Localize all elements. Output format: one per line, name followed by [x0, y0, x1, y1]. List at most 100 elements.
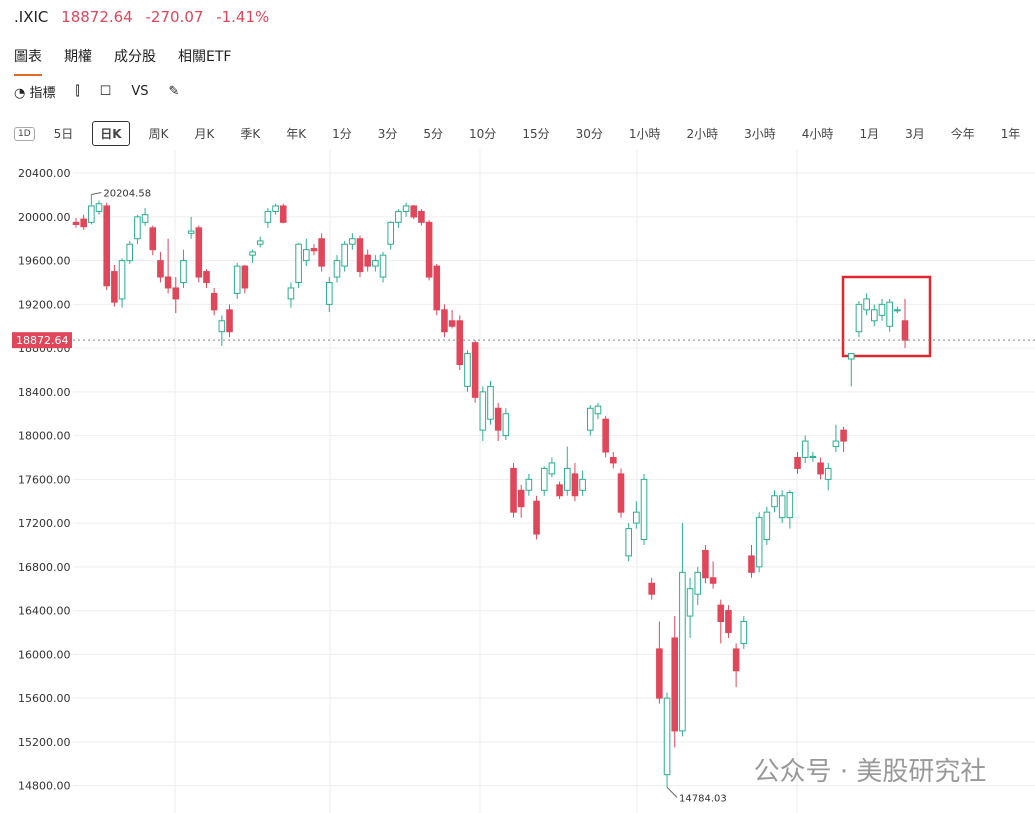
candle-body	[72, 221, 80, 226]
candle-body	[341, 243, 348, 267]
candle-body	[410, 205, 418, 218]
candle-body	[740, 621, 748, 644]
draw-icon[interactable]: ✎	[168, 84, 180, 99]
tab[interactable]: 相關ETF	[178, 49, 232, 65]
tab[interactable]: 成分股	[114, 49, 156, 65]
candle-body	[894, 309, 901, 312]
candle-body	[95, 203, 103, 212]
period-button[interactable]: 年K	[286, 127, 307, 141]
tab[interactable]: 圖表	[14, 46, 42, 76]
candle-body	[157, 260, 164, 278]
candle-body	[786, 491, 794, 519]
period-button[interactable]: 3小時	[744, 127, 776, 141]
y-tick-label: 16400.00	[18, 605, 71, 618]
candle-body	[717, 604, 725, 623]
candle-body	[88, 205, 95, 223]
period-button[interactable]: 日K	[92, 121, 130, 146]
candle-body	[510, 467, 517, 513]
candle-body	[203, 271, 210, 283]
candle-body	[118, 260, 126, 300]
y-tick-label: 16000.00	[18, 648, 71, 661]
candle-body	[694, 571, 702, 595]
candle-body	[494, 407, 502, 431]
period-button[interactable]: 月K	[194, 127, 215, 141]
candle-body	[640, 478, 648, 541]
period-button[interactable]: 3月	[905, 127, 925, 141]
period-button[interactable]: 1小時	[628, 127, 661, 141]
candle-body	[433, 265, 441, 311]
candle-body	[295, 243, 302, 283]
annotation-leader	[91, 192, 102, 195]
candle-body	[272, 205, 279, 212]
period-button[interactable]: 10分	[469, 127, 497, 141]
candle-body	[686, 588, 694, 617]
period-button[interactable]: 季K	[240, 127, 261, 141]
period-button[interactable]: 1D	[14, 126, 35, 141]
candle-body	[801, 440, 809, 458]
candle-body	[517, 489, 525, 508]
candle-body	[302, 249, 310, 262]
candle-body	[755, 517, 763, 568]
candle-body	[441, 309, 448, 333]
indicator-button[interactable]: ◔ 指標	[14, 86, 56, 101]
candle-body	[395, 210, 402, 223]
candle-body	[855, 303, 863, 333]
candle-body	[379, 254, 387, 278]
candle-body	[479, 391, 487, 431]
period-button[interactable]: 5日	[53, 127, 74, 141]
candle-body	[218, 320, 226, 333]
tab[interactable]: 期權	[64, 49, 92, 65]
candle-body	[594, 405, 602, 415]
candle-body	[732, 648, 740, 672]
candle-body	[195, 227, 203, 278]
candle-body	[456, 320, 464, 366]
candle-body	[579, 478, 586, 491]
period-button[interactable]: 30分	[575, 127, 603, 141]
candle-body	[763, 511, 771, 541]
candle-body	[448, 320, 456, 327]
period-button[interactable]: 3分	[377, 127, 398, 141]
candle-body	[226, 309, 233, 333]
candle-body	[333, 260, 341, 278]
y-tick-label: 14800.00	[18, 780, 71, 793]
period-button[interactable]: 2小時	[686, 127, 719, 141]
candle-body	[679, 571, 686, 732]
candle-body	[656, 648, 663, 699]
candle-body	[210, 292, 218, 311]
candle-body	[233, 265, 241, 294]
vs-button[interactable]: VS	[131, 84, 149, 99]
candle-body	[402, 205, 410, 212]
candle-body	[610, 456, 617, 464]
y-tick-label: 19200.00	[18, 298, 71, 311]
period-button[interactable]: 1年	[1000, 127, 1021, 141]
candle-body	[425, 221, 433, 278]
annotation-leader	[666, 786, 678, 798]
candle-body	[809, 455, 817, 458]
y-tick-label: 17200.00	[18, 517, 71, 530]
candle-body	[279, 205, 287, 223]
box-icon[interactable]: ☐	[99, 84, 112, 99]
candle-body	[824, 467, 832, 480]
candle-body	[387, 221, 395, 245]
candle-body	[671, 637, 679, 732]
candle-body	[525, 478, 533, 491]
period-button[interactable]: 周K	[148, 127, 169, 141]
period-button[interactable]: 15分	[522, 127, 550, 141]
period-button[interactable]: 1分	[332, 127, 352, 141]
period-button[interactable]: 4小時	[801, 127, 834, 141]
period-button[interactable]: 今年	[950, 127, 975, 141]
period-button[interactable]: 5分	[423, 127, 444, 141]
candle-body	[602, 418, 609, 453]
candle-body	[633, 511, 640, 524]
candle-body	[870, 309, 878, 322]
change: -270.07	[145, 8, 204, 26]
candle-body	[364, 254, 371, 267]
period-button[interactable]: 1月	[859, 127, 880, 141]
candle-body	[840, 429, 847, 442]
candle-body	[625, 528, 632, 557]
symbol: .IXIC	[14, 8, 49, 26]
candle-body	[540, 467, 548, 491]
candle-body	[241, 265, 249, 289]
candle-body	[901, 320, 909, 341]
candle-icon[interactable]: ⫿	[75, 84, 80, 99]
